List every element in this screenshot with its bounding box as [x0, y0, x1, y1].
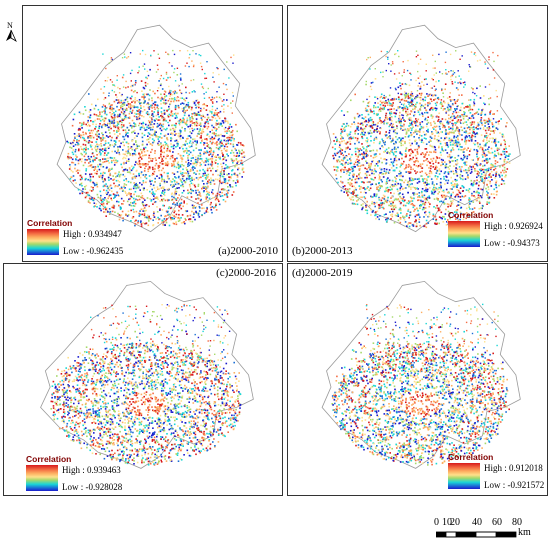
legend-title: Correlation [448, 452, 494, 462]
scale-tick-80: 80 [512, 517, 522, 528]
scale-bar-graphic [436, 531, 517, 538]
legend-low: Low : -0.962435 [63, 246, 124, 256]
scale-bar: 0 10 20 40 60 80 km [434, 517, 544, 545]
legend-gradient [448, 463, 480, 489]
legend-title: Correlation [448, 210, 494, 220]
panel-title-d: (d)2000-2019 [292, 267, 353, 279]
legend-d: Correlation High : 0.912018 Low : -0.921… [448, 452, 546, 492]
legend-b: Correlation High : 0.926924 Low : -0.943… [448, 210, 546, 250]
legend-low: Low : -0.928028 [62, 482, 123, 492]
panel-title-b: (b)2000-2013 [292, 245, 353, 257]
legend-gradient [27, 229, 59, 255]
scale-tick-40: 40 [472, 517, 482, 528]
scale-tick-60: 60 [492, 517, 502, 528]
map-panel-c: Correlation High : 0.939463 Low : -0.928… [3, 263, 283, 496]
legend-low: Low : -0.921572 [484, 480, 545, 490]
correlation-pixels [331, 303, 510, 466]
scale-tick-10: 10 [442, 517, 452, 528]
legend-c: Correlation High : 0.939463 Low : -0.928… [26, 454, 166, 494]
legend-high: High : 0.926924 [484, 221, 543, 231]
legend-title: Correlation [27, 218, 73, 228]
north-arrow-icon: N [6, 21, 17, 43]
map-panel-d: Correlation High : 0.912018 Low : -0.921… [287, 263, 548, 496]
north-label: N [7, 21, 13, 30]
panel-title-a: (a)2000-2010 [218, 245, 278, 257]
north-arrow: N [4, 20, 18, 43]
legend-gradient [26, 465, 58, 491]
boundary-outline [56, 24, 256, 233]
correlation-pixels [66, 49, 246, 227]
legend-high: High : 0.934947 [63, 229, 122, 239]
legend-a: Correlation High : 0.934947 Low : -0.962… [27, 218, 167, 258]
beijing-map-c [40, 280, 254, 469]
scale-tick-0: 0 [434, 517, 439, 528]
beijing-map-a [56, 24, 256, 233]
correlation-pixels [50, 303, 242, 466]
beijing-map-d [321, 280, 521, 469]
scale-tick-20: 20 [450, 517, 460, 528]
map-panel-a: Correlation High : 0.934947 Low : -0.962… [22, 5, 283, 262]
panel-title-c: (c)2000-2016 [216, 267, 276, 279]
legend-gradient [448, 221, 480, 247]
beijing-map-b [321, 24, 521, 233]
legend-high: High : 0.939463 [62, 465, 121, 475]
correlation-pixels [331, 50, 511, 229]
scale-unit: km [518, 527, 531, 538]
map-panel-b: Correlation High : 0.926924 Low : -0.943… [287, 5, 548, 262]
legend-low: Low : -0.94373 [484, 238, 540, 248]
legend-title: Correlation [26, 454, 72, 464]
legend-high: High : 0.912018 [484, 463, 543, 473]
